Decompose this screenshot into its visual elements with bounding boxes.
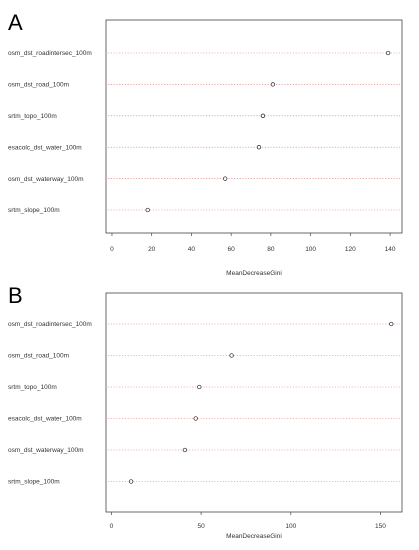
panel-a-variable-label: osm_dst_roadintersec_100m bbox=[8, 50, 92, 57]
panel-b-point bbox=[197, 384, 202, 390]
panel-b-letter: B bbox=[8, 283, 23, 308]
panel-a-letter: A bbox=[8, 10, 23, 35]
panel-b-x-tick-label: 100 bbox=[285, 523, 296, 530]
panel-a-variable-label: osm_dst_waterway_100m bbox=[8, 176, 84, 183]
panel-b-x-axis-title: MeanDecreaseGini bbox=[226, 533, 282, 540]
panel-b-variable-label: osm_dst_waterway_100m bbox=[8, 447, 84, 454]
panel-b-variable-label: osm_dst_road_100m bbox=[8, 353, 69, 360]
panel-b-x-axis: 0 50 100 150 bbox=[110, 512, 386, 530]
panel-a-x-tick-label: 60 bbox=[228, 246, 236, 253]
panel-a-rows: osm_dst_roadintersec_100m osm_dst_road_10… bbox=[8, 50, 400, 214]
panel-a-point bbox=[385, 50, 391, 56]
panel-a-plot-frame bbox=[105, 19, 403, 234]
panel-b-point bbox=[182, 447, 188, 453]
panel-a-variable-label: srtm_topo_100m bbox=[8, 113, 57, 120]
panel-b-point bbox=[128, 479, 134, 484]
panel-b-rows: osm_dst_roadintersec_100m osm_dst_road_10… bbox=[8, 321, 400, 486]
panel-b-variable-label: srtm_slope_100m bbox=[8, 479, 60, 486]
panel-a-x-tick-label: 100 bbox=[305, 246, 316, 253]
panel-a-x-tick-label: 20 bbox=[148, 246, 156, 253]
panel-a-variable-label: srtm_slope_100m bbox=[8, 207, 60, 214]
panel-b-x-tick-label: 50 bbox=[197, 523, 205, 530]
panel-b-variable-label: srtm_topo_100m bbox=[8, 384, 57, 391]
panel-a-point bbox=[223, 176, 228, 181]
panel-a-x-tick-label: 140 bbox=[385, 246, 396, 253]
panel-a: A osm_dst_roadintersec_100m osm_dst_road_… bbox=[8, 10, 403, 277]
panel-a-point bbox=[256, 145, 262, 150]
panel-b-x-tick-label: 150 bbox=[375, 523, 386, 530]
panel-a-variable-label: esacolc_dst_water_100m bbox=[8, 144, 82, 151]
panel-a-x-tick-label: 40 bbox=[188, 246, 196, 253]
panel-b-variable-label: osm_dst_roadintersec_100m bbox=[8, 321, 92, 328]
panel-b-point bbox=[193, 416, 198, 421]
panel-b-plot-frame bbox=[105, 292, 403, 513]
panel-a-x-tick-label: 80 bbox=[267, 246, 275, 253]
panel-b-x-tick-label: 0 bbox=[110, 523, 114, 530]
panel-b: B osm_dst_roadintersec_100m osm_dst_road_… bbox=[8, 283, 403, 540]
panel-a-x-axis: 0 20 40 60 80 100 120 140 bbox=[110, 233, 396, 253]
panel-a-point bbox=[145, 207, 150, 213]
panel-a-point bbox=[270, 82, 276, 87]
panel-a-point bbox=[260, 113, 266, 118]
panel-a-x-tick-label: 0 bbox=[110, 246, 114, 253]
panel-b-point bbox=[389, 321, 394, 327]
panel-a-variable-label: osm_dst_road_100m bbox=[8, 82, 69, 89]
panel-a-x-axis-title: MeanDecreaseGini bbox=[226, 270, 282, 277]
panel-b-point bbox=[229, 353, 234, 358]
panel-a-x-tick-label: 120 bbox=[345, 246, 356, 253]
panel-b-variable-label: esacolc_dst_water_100m bbox=[8, 416, 82, 423]
